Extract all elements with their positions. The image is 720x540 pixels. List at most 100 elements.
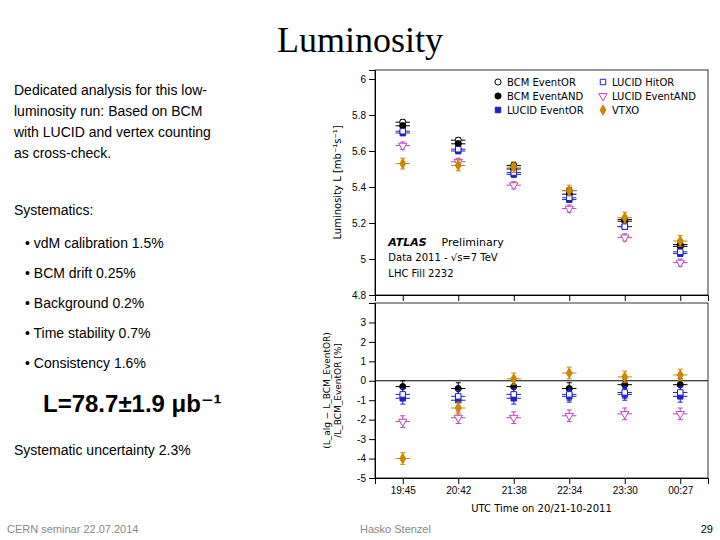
point bbox=[618, 389, 632, 401]
panel-annotation: Data 2011 - √s=7 TeV bbox=[388, 252, 498, 263]
main-text-line: luminosity run: Based on BCM bbox=[14, 103, 202, 119]
y-tick: 5 bbox=[360, 254, 375, 265]
error-cap bbox=[567, 402, 572, 403]
error-cap bbox=[511, 404, 516, 405]
error-cap bbox=[456, 390, 461, 391]
bullet-item: • Time stability 0.7% bbox=[25, 325, 151, 341]
marker bbox=[565, 413, 573, 420]
y-tick-mark bbox=[369, 259, 375, 260]
y-tick-label: -2 bbox=[357, 414, 366, 425]
legend-item: VTXO bbox=[600, 105, 639, 116]
y-axis-line bbox=[369, 304, 376, 479]
legend-item: LUCID EventOR bbox=[495, 105, 583, 116]
marker bbox=[399, 143, 407, 150]
x-tick-mark bbox=[569, 295, 570, 301]
panel-annotation: Preliminary bbox=[442, 236, 505, 249]
x-tick bbox=[403, 295, 404, 301]
x-tick-mark bbox=[680, 295, 681, 301]
series bbox=[396, 119, 688, 248]
bullet-item: • Consistency 1.6% bbox=[25, 355, 146, 371]
point bbox=[673, 249, 687, 254]
footer-right: Hasko Stenzel bbox=[360, 523, 431, 535]
point bbox=[507, 373, 521, 385]
page-title: Luminosity bbox=[277, 20, 443, 60]
error-cap bbox=[678, 408, 683, 409]
y-axis-line bbox=[369, 71, 376, 296]
x-tick: 21:38 bbox=[502, 478, 527, 496]
point bbox=[562, 205, 576, 213]
y-tick-mark bbox=[369, 295, 375, 296]
legend-label: BCM EventOR bbox=[507, 77, 576, 88]
systematic-text: Systematic uncertainty 2.3% bbox=[14, 442, 191, 458]
point bbox=[507, 162, 521, 173]
x-axis-title: UTC Time on 20/21-10-2011 bbox=[471, 503, 612, 514]
y-tick-mark bbox=[369, 187, 375, 188]
y-axis-title: (L_alg − L_BCM_EventOR)/L_BCM_EventOR [%… bbox=[322, 332, 343, 449]
point bbox=[673, 259, 687, 267]
point bbox=[562, 391, 576, 403]
bullet-item: • vdM calibration 1.5% bbox=[25, 235, 164, 251]
y-tick: 0 bbox=[360, 375, 375, 386]
point bbox=[396, 416, 410, 428]
error-cap bbox=[678, 402, 683, 403]
x-tick-label: 23:30 bbox=[613, 485, 638, 496]
error-cap bbox=[400, 404, 405, 405]
point bbox=[562, 389, 576, 401]
y-tick-mark bbox=[369, 420, 375, 421]
y-tick-label: 0 bbox=[360, 375, 366, 386]
plot-frame bbox=[375, 303, 708, 478]
y-tick-label: -4 bbox=[357, 453, 366, 464]
series bbox=[396, 128, 688, 254]
marker bbox=[565, 206, 573, 213]
x-axis bbox=[376, 295, 709, 301]
marker bbox=[622, 213, 628, 223]
error-cap bbox=[567, 400, 572, 401]
error-cap bbox=[622, 398, 627, 399]
legend-label: BCM EventAND bbox=[507, 91, 583, 102]
y-tick-mark bbox=[369, 361, 375, 362]
error-cap bbox=[622, 400, 627, 401]
error-cap bbox=[511, 388, 516, 389]
bullet-item: • BCM drift 0.25% bbox=[25, 265, 136, 281]
point bbox=[618, 371, 632, 383]
point bbox=[673, 387, 687, 399]
marker bbox=[677, 236, 683, 246]
point bbox=[396, 389, 410, 401]
point bbox=[673, 369, 687, 381]
marker bbox=[399, 419, 407, 426]
marker bbox=[678, 390, 683, 395]
y-tick: -2 bbox=[357, 414, 375, 425]
y-axis-title-line: /L_BCM_EventOR [%] bbox=[333, 343, 343, 438]
page: LuminosityDedicated analysis for this lo… bbox=[0, 0, 720, 540]
x-tick-mark bbox=[403, 478, 404, 484]
x-axis: 19:4520:4221:3822:3423:3000:27 bbox=[376, 478, 709, 496]
marker bbox=[455, 385, 461, 391]
x-tick: 23:30 bbox=[613, 478, 638, 496]
y-tick-label: 3 bbox=[360, 317, 366, 328]
y-tick-mark bbox=[369, 459, 375, 460]
point bbox=[396, 142, 410, 150]
point bbox=[451, 146, 465, 151]
x-tick bbox=[625, 295, 626, 301]
y-tick-label: 1 bbox=[360, 356, 366, 367]
point bbox=[451, 391, 465, 403]
x-tick bbox=[569, 295, 570, 301]
error-cap bbox=[678, 386, 683, 387]
error-cap bbox=[400, 388, 405, 389]
x-tick-mark bbox=[403, 295, 404, 301]
point bbox=[396, 128, 410, 133]
x-tick-label: 00:27 bbox=[668, 485, 693, 496]
series bbox=[396, 123, 688, 250]
point bbox=[396, 453, 410, 465]
x-tick-mark bbox=[458, 478, 459, 484]
legend-label: LUCID HitOR bbox=[612, 77, 674, 88]
error-cap bbox=[400, 142, 405, 143]
y-tick: 6 bbox=[360, 74, 375, 85]
y-tick-mark bbox=[369, 381, 375, 382]
error-cap bbox=[622, 233, 627, 234]
y-tick: 5.6 bbox=[352, 146, 375, 157]
y-tick: 5.8 bbox=[352, 110, 375, 121]
error-cap bbox=[456, 382, 461, 383]
error-cap bbox=[400, 415, 405, 416]
y-tick: 4.8 bbox=[352, 290, 375, 301]
